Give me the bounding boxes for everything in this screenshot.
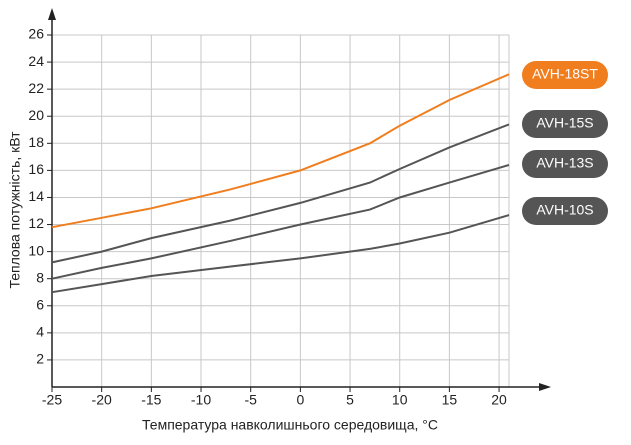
y-tick-label: 10 xyxy=(28,242,44,258)
y-tick-label: 26 xyxy=(28,26,44,42)
legend-pill xyxy=(522,150,608,178)
y-tick-label: 24 xyxy=(28,53,44,69)
series-line xyxy=(51,164,510,280)
series-line xyxy=(51,214,510,294)
y-tick-label: 14 xyxy=(28,188,44,204)
legend-label: AVH-15S xyxy=(536,115,593,131)
legend-pill xyxy=(522,61,608,89)
x-axis-title: Температура навколишнього середовища, °С xyxy=(142,417,438,433)
y-tick-label: 6 xyxy=(36,296,44,312)
y-tick-label: 16 xyxy=(28,161,44,177)
x-tick-label: -5 xyxy=(244,392,257,408)
x-tick-label: 10 xyxy=(392,392,408,408)
legend-label: AVH-18ST xyxy=(532,66,598,82)
y-tick-label: 18 xyxy=(28,134,44,150)
y-tick-label: 12 xyxy=(28,215,44,231)
y-tick-label: 20 xyxy=(28,107,44,123)
y-tick-label: 8 xyxy=(36,269,44,285)
series-line xyxy=(51,123,510,264)
x-tick-label: 15 xyxy=(442,392,458,408)
legend-label: AVH-10S xyxy=(536,202,593,218)
y-tick-label: 22 xyxy=(28,80,44,96)
legend-pill xyxy=(522,110,608,138)
y-axis-title: Теплова потужність, кВт xyxy=(7,131,23,289)
y-tick-label: 2 xyxy=(36,351,44,367)
x-tick-label: -15 xyxy=(141,392,161,408)
x-tick-label: 0 xyxy=(296,392,304,408)
legend-pill xyxy=(522,197,608,225)
y-axis-arrow xyxy=(48,8,56,20)
x-tick-label: -25 xyxy=(42,392,62,408)
x-tick-label: 20 xyxy=(491,392,507,408)
y-tick-label: 4 xyxy=(36,324,44,340)
x-axis-arrow xyxy=(539,383,551,391)
x-tick-label: 5 xyxy=(346,392,354,408)
series-line xyxy=(51,73,510,229)
legend-label: AVH-13S xyxy=(536,155,593,171)
x-tick-label: -10 xyxy=(191,392,211,408)
x-tick-label: -20 xyxy=(92,392,112,408)
